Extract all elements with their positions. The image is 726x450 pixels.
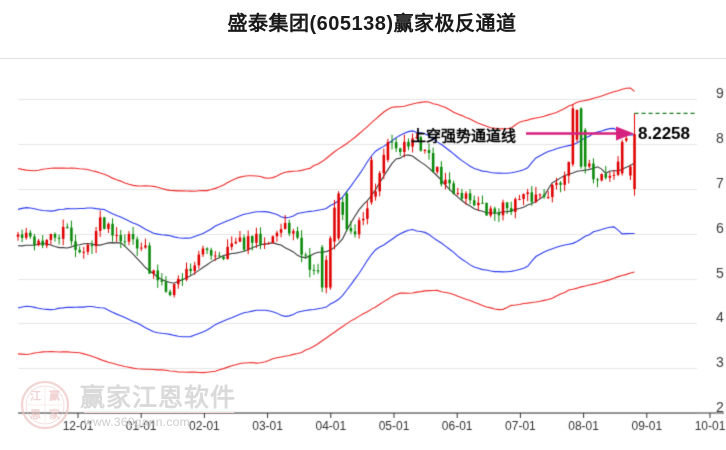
svg-text:家: 家 [49,407,61,421]
svg-text:江: 江 [30,389,41,403]
svg-text:赢: 赢 [49,389,60,403]
svg-text:恩: 恩 [30,408,41,421]
